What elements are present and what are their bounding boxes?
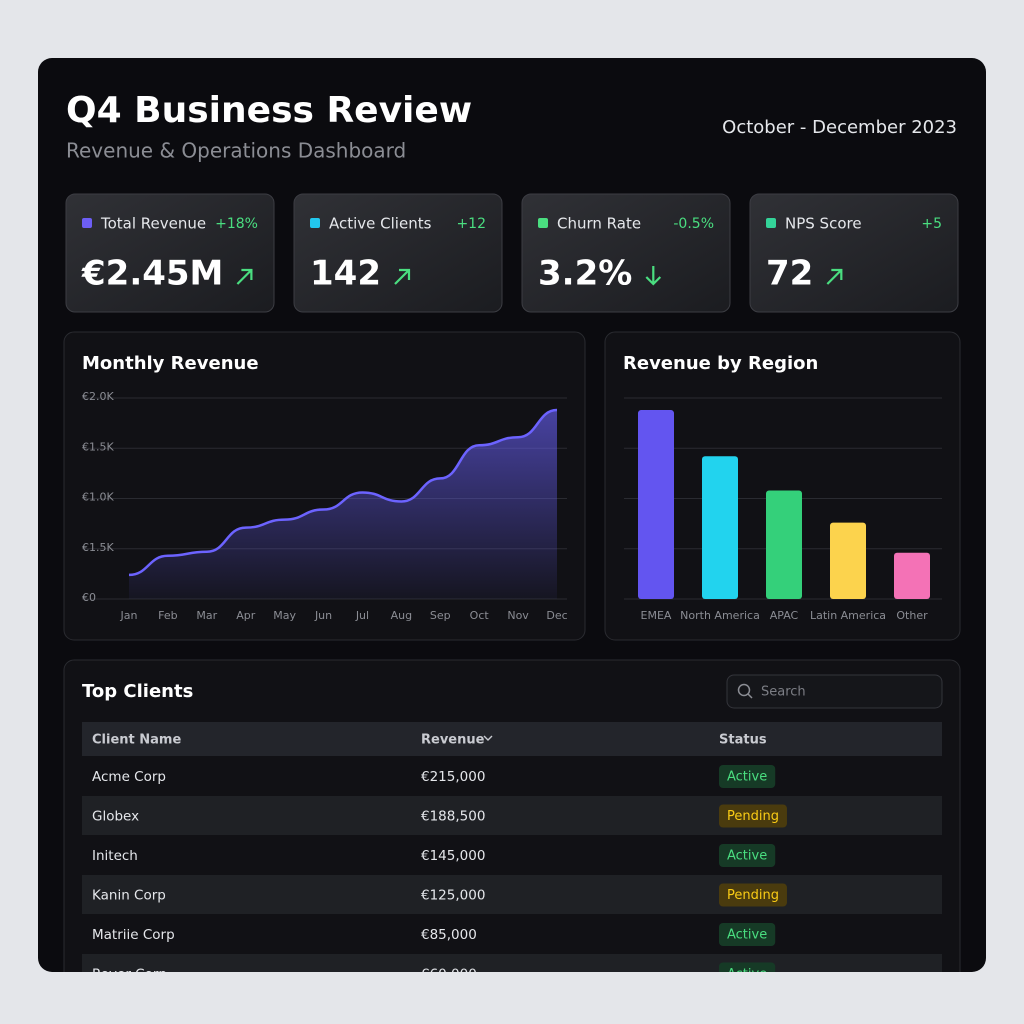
bar [830, 522, 866, 599]
status-badge-text: Active [727, 770, 767, 785]
bar [766, 490, 802, 599]
cell: €145,000 [421, 848, 485, 864]
cell: Initech [92, 848, 138, 864]
kpi-card [293, 193, 503, 313]
kpi-card [65, 193, 275, 313]
x-tick-label: Jul [355, 609, 369, 622]
table-header [82, 722, 942, 756]
y-tick-label: €2.0K [82, 390, 114, 403]
x-tick-label: Jun [314, 609, 332, 622]
kpi-value: 3.2% [538, 254, 632, 294]
trend-arrow [826, 268, 843, 285]
x-tick-label: Jan [120, 609, 138, 622]
search-placeholder: Search [761, 685, 806, 700]
kpi-change: -0.5% [673, 216, 714, 232]
kpi-value: €2.45M [81, 254, 223, 294]
cell: Rover Corp [92, 967, 167, 983]
status-badge-text: Active [727, 967, 767, 982]
column-header: Client Name [92, 733, 181, 748]
bar [638, 410, 674, 599]
status-badge [719, 765, 776, 788]
status-badge-text: Active [727, 928, 767, 943]
y-tick-label: €1.5K [82, 541, 114, 554]
trend-arrow [645, 266, 662, 286]
kpi-value: 72 [766, 254, 813, 294]
kpi-change: +12 [456, 216, 486, 232]
card-content: Q4 Business Review Revenue & Operations … [63, 90, 961, 983]
x-tick-label: Nov [507, 609, 529, 622]
x-tick-label: Feb [158, 609, 177, 622]
search-icon [747, 693, 753, 699]
x-tick-label: Other [896, 609, 928, 622]
trend-arrow [394, 268, 411, 285]
date-range: October - December 2023 [722, 117, 957, 138]
status-badge [719, 923, 776, 946]
x-tick-label: Aug [391, 609, 412, 622]
x-tick-label: North America [680, 609, 760, 622]
cell: Acme Corp [92, 769, 166, 785]
kpi-label: Churn Rate [557, 215, 641, 233]
kpi-change: +18% [215, 216, 258, 232]
row-bg [82, 954, 942, 972]
status-badge [719, 844, 776, 867]
kpi-dot [310, 218, 320, 228]
kpi-dot [538, 218, 548, 228]
kpi-label: Active Clients [329, 215, 432, 233]
area [129, 410, 557, 599]
chart-title: Monthly Revenue [82, 353, 259, 374]
kpi-dot [766, 218, 776, 228]
cell: €60,000 [421, 967, 477, 983]
y-tick-label: €1.5K [82, 440, 114, 453]
status-badge-text: Pending [727, 888, 779, 903]
cell: €215,000 [421, 769, 485, 785]
table-title: Top Clients [82, 681, 193, 702]
cell: €188,500 [421, 809, 485, 825]
row-bg [82, 796, 942, 835]
line [128, 408, 558, 577]
search-icon [737, 683, 751, 697]
search-box[interactable] [726, 674, 943, 709]
cell: Globex [92, 809, 139, 825]
subtitle: Revenue & Operations Dashboard [66, 139, 406, 163]
cell: €85,000 [421, 927, 477, 943]
panel [604, 331, 961, 641]
column-header: Status [719, 733, 767, 748]
cell: Matriie Corp [92, 927, 175, 943]
x-tick-label: Latin America [810, 609, 886, 622]
x-tick-label: Dec [546, 609, 567, 622]
kpi-label: Total Revenue [100, 215, 206, 233]
status-badge-text: Active [727, 849, 767, 864]
sort-icon[interactable] [483, 735, 493, 741]
x-tick-label: May [273, 609, 296, 622]
x-tick-label: APAC [770, 609, 799, 622]
status-badge [719, 962, 776, 972]
x-tick-label: EMEA [641, 609, 672, 622]
kpi-card [521, 193, 731, 313]
title: Q4 Business Review [66, 90, 472, 131]
trend-arrow [236, 268, 253, 285]
cell: €125,000 [421, 888, 485, 904]
status-badge-text: Pending [727, 809, 779, 824]
kpi-label: NPS Score [785, 215, 862, 233]
status-badge [719, 883, 787, 907]
kpi-dot [82, 218, 92, 228]
chart-title: Revenue by Region [623, 353, 818, 374]
column-header[interactable]: Revenue [421, 733, 485, 748]
row-bg [82, 875, 942, 914]
x-tick-label: Apr [236, 609, 256, 622]
x-tick-label: Mar [196, 609, 217, 622]
kpi-value: 142 [310, 254, 381, 294]
x-tick-label: Sep [430, 609, 451, 622]
cell: Kanin Corp [92, 888, 166, 904]
x-tick-label: Oct [470, 609, 490, 622]
kpi-card [749, 193, 959, 313]
status-badge [719, 804, 787, 828]
bar [702, 456, 738, 599]
kpi-change: +5 [921, 216, 942, 232]
y-tick-label: €1.0K [82, 491, 114, 504]
y-tick-label: €0 [82, 591, 96, 604]
bar [894, 552, 930, 599]
